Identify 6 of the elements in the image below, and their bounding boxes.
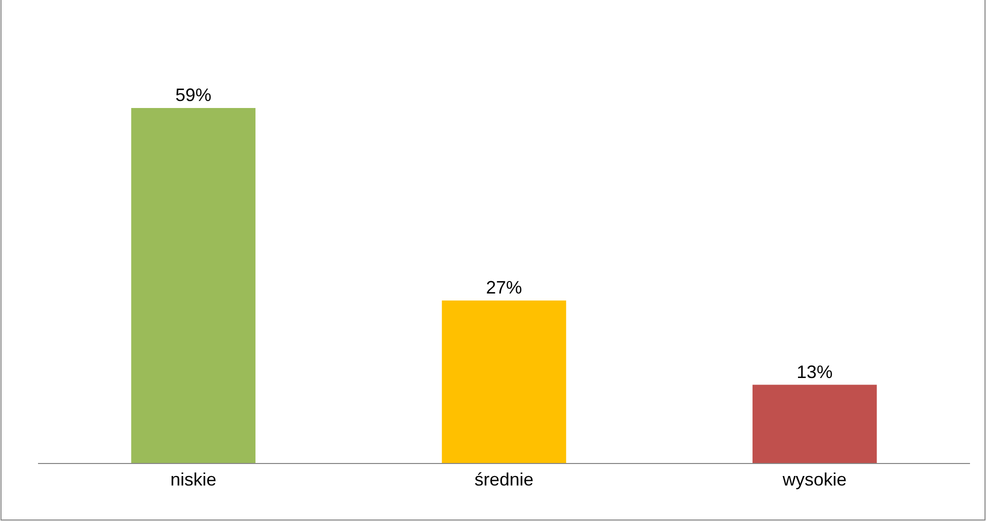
- data-label: 13%: [796, 362, 833, 382]
- data-label: 27%: [486, 278, 522, 298]
- x-tick-label: średnie: [474, 470, 534, 490]
- data-label: 59%: [175, 84, 212, 105]
- x-tick-label: wysokie: [782, 470, 847, 490]
- x-tick-label: niskie: [170, 470, 216, 490]
